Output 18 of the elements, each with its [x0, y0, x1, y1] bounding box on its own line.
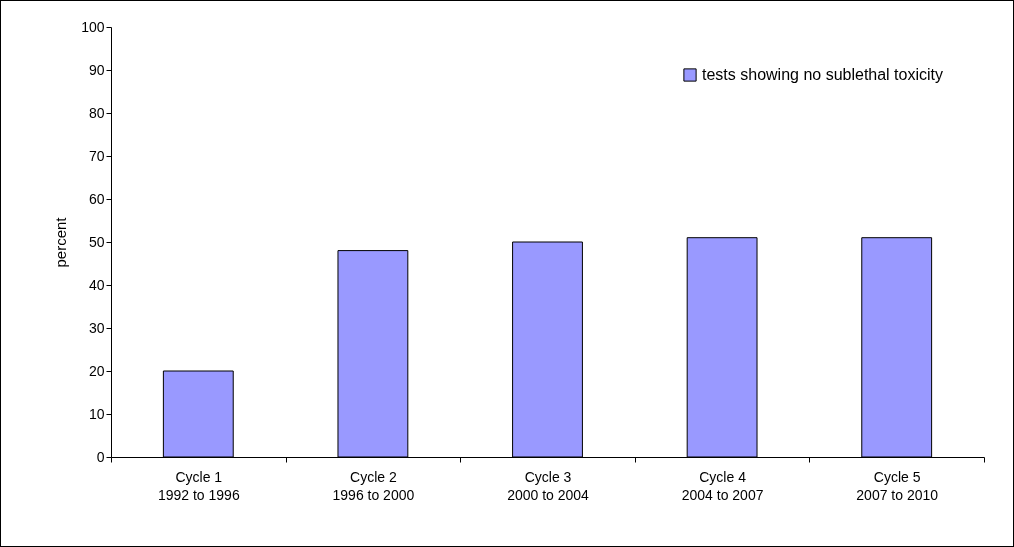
x-tick-label: Cycle 4 2004 to 2007: [681, 468, 764, 503]
y-tick-label: 50: [88, 233, 105, 250]
y-tick-label: 100: [81, 18, 105, 35]
x-tick-label: Cycle 5 2007 to 2010: [856, 468, 939, 503]
x-tick-label: Cycle 2 1996 to 2000: [332, 468, 415, 503]
y-axis-title: percent: [52, 216, 70, 268]
y-tick-label: 60: [88, 190, 105, 207]
x-tick-label: Cycle 3 2000 to 2004: [507, 468, 590, 503]
y-tick-label: 70: [88, 147, 105, 164]
y-tick-label: 0: [96, 448, 105, 465]
y-tick-label: 10: [88, 405, 105, 422]
y-tick-label: 40: [88, 276, 105, 293]
y-tick-label: 90: [88, 61, 105, 78]
x-tick-label: Cycle 1 1992 to 1996: [157, 468, 240, 503]
y-tick-label: 80: [88, 104, 105, 121]
y-tick-label: 20: [88, 362, 105, 379]
legend-label: tests showing no sublethal toxicity: [702, 66, 944, 83]
y-tick-label: 30: [88, 319, 105, 336]
